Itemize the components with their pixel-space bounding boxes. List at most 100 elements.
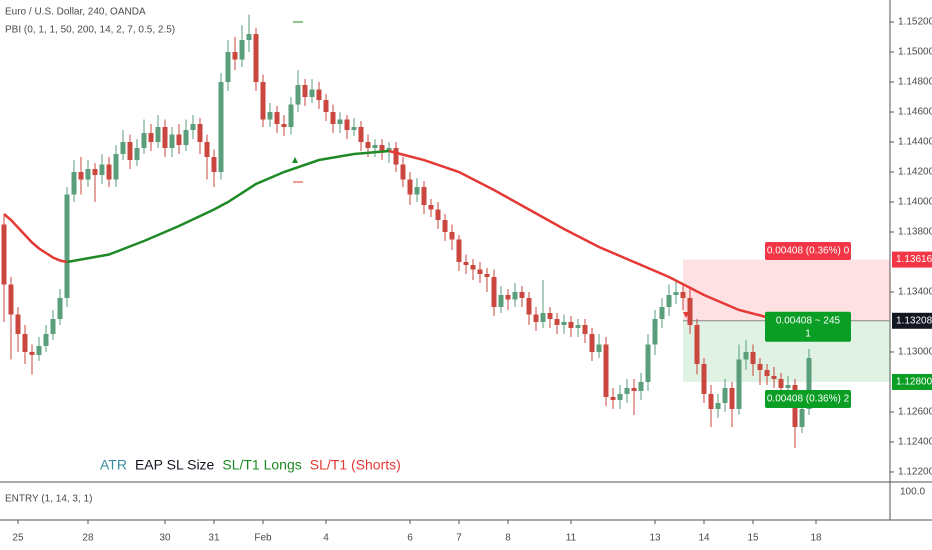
candle-body [519, 291, 525, 298]
candle-body [540, 312, 546, 322]
candle-body [260, 82, 266, 120]
candle-body [134, 148, 140, 161]
candle-body [778, 378, 784, 388]
candle-body [64, 194, 70, 298]
x-tick-label: 14 [698, 533, 710, 544]
candle-body [183, 130, 189, 146]
candle-body [596, 344, 602, 352]
x-tick-label: 6 [407, 533, 413, 544]
candle-body [757, 363, 763, 370]
candle-body [15, 314, 21, 334]
position-label: 0.00408 (0.36%) 2 [767, 394, 850, 405]
candle-body [505, 294, 511, 300]
y-tick-label: 1.12600 [898, 407, 932, 418]
candle-body [617, 393, 623, 400]
candle-body [50, 318, 56, 334]
candle-body [316, 89, 322, 101]
candle-body [603, 344, 609, 397]
y-tick-label: 1.12400 [898, 437, 932, 448]
candle-body [85, 169, 91, 180]
candle-body [722, 387, 728, 403]
candle-body [715, 402, 721, 409]
x-tick-label: 18 [810, 533, 822, 544]
candle-body [176, 134, 182, 146]
candle-body [127, 142, 133, 161]
candle-body [477, 269, 483, 274]
candle-body [743, 351, 749, 360]
candle-body [92, 169, 98, 176]
candle-body [99, 164, 105, 176]
candle-body [547, 312, 553, 319]
candle-body [225, 52, 231, 83]
position-label: 0.00408 (0.36%) 0 [767, 246, 850, 257]
candle-body [463, 261, 469, 265]
candle-body [701, 363, 707, 394]
candle-body [582, 324, 588, 334]
candle-body [806, 357, 812, 409]
candle-body [106, 164, 112, 180]
candle-body [687, 297, 693, 325]
x-tick-label: 8 [505, 533, 511, 544]
position-label-bg [765, 390, 851, 408]
candle-body [498, 294, 504, 307]
candle-body [554, 318, 560, 325]
candle-body [246, 34, 252, 41]
candle-body [337, 119, 343, 125]
position-sublabel: 1 [805, 328, 811, 339]
y-tick-label: 1.13000 [898, 347, 932, 358]
candle-body [162, 127, 168, 149]
candle-body [218, 82, 224, 173]
price-badge-label: 1.13208 [896, 315, 932, 326]
candle-body [281, 124, 287, 128]
candle-body [799, 408, 805, 427]
candle-body [372, 145, 378, 149]
position-label-bg [765, 242, 851, 260]
stop-zone [683, 259, 890, 321]
candle-body [435, 209, 441, 221]
candle-body [575, 324, 581, 328]
legend-entry: EAP SL Size [135, 457, 215, 473]
candle-body [631, 387, 637, 391]
pane-axis-label: 100.0 [900, 487, 925, 498]
legend-entry: SL/T1 (Shorts) [310, 457, 401, 473]
y-tick-label: 1.13800 [898, 227, 932, 238]
candle-body [442, 220, 448, 233]
x-tick-label: 13 [649, 533, 661, 544]
candle-body [673, 291, 679, 295]
candle-body [449, 232, 455, 240]
candle-body [169, 134, 175, 149]
y-tick-label: 1.12200 [898, 467, 932, 478]
candle-body [771, 375, 777, 379]
candle-body [750, 351, 756, 364]
price-badge [892, 312, 932, 329]
candle-body [113, 154, 119, 180]
candle-body [561, 321, 567, 325]
moving-average [3, 213, 68, 264]
y-tick-label: 1.14800 [898, 77, 932, 88]
candle-body [645, 344, 651, 382]
candle-body [211, 157, 217, 173]
candle-body [232, 52, 238, 60]
candle-body [659, 306, 665, 319]
candle-body [190, 124, 196, 131]
candle-body [274, 112, 280, 125]
candle-body [470, 264, 476, 270]
candle-body [407, 179, 413, 195]
y-tick-label: 1.15200 [898, 17, 932, 28]
pane-title: ENTRY (1, 14, 3, 1) [5, 494, 92, 505]
signal-up [292, 157, 298, 163]
moving-average [388, 149, 810, 330]
candle-body [414, 187, 420, 195]
candle-body [351, 127, 357, 131]
x-tick-label: 15 [747, 533, 759, 544]
candle-body [610, 396, 616, 400]
candle-body [568, 321, 574, 328]
candle-body [330, 112, 336, 125]
candle-body [484, 273, 490, 277]
candle-body [267, 112, 273, 120]
y-tick-label: 1.15000 [898, 47, 932, 58]
position-label-bg [765, 311, 851, 342]
x-tick-label: 28 [82, 533, 94, 544]
x-tick-label: 7 [456, 533, 462, 544]
